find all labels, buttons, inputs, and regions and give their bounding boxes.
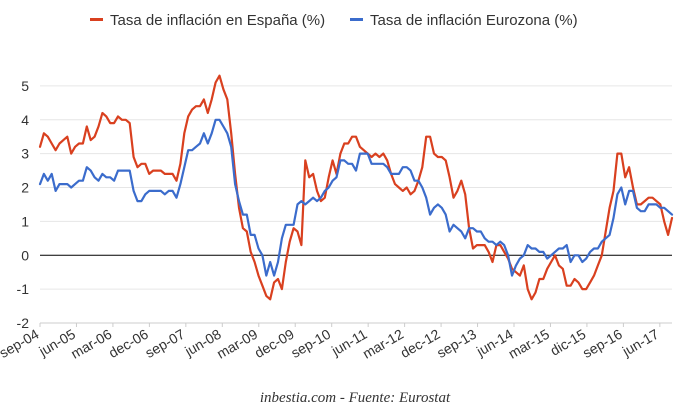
x-tick-label: mar-12	[360, 326, 407, 362]
y-tick-label: 1	[21, 213, 29, 229]
x-tick-label: dec-06	[106, 326, 151, 361]
series-layer	[38, 74, 674, 301]
legend-swatch-spain	[90, 18, 103, 21]
x-tick-label: jun-17	[619, 326, 662, 360]
x-tick-label: sep-13	[434, 326, 479, 361]
x-tick-label: dic-15	[547, 326, 588, 359]
x-tick-label: dec-09	[252, 326, 297, 361]
x-axis: sep-04jun-05mar-06dec-06sep-07jun-08mar-…	[0, 322, 672, 362]
legend-label-spain: Tasa de inflación en España (%)	[110, 12, 325, 29]
y-tick-label: 3	[21, 146, 29, 162]
y-axis: -2 -1 0 1 2 3 4 5	[17, 78, 30, 331]
legend-label-eurozone: Tasa de inflación Eurozona (%)	[370, 12, 578, 29]
y-tick-label: 0	[21, 247, 29, 263]
x-tick-label: sep-10	[288, 326, 333, 361]
x-tick-label: sep-16	[580, 326, 625, 361]
y-tick-label: 5	[21, 78, 29, 94]
legend-item-spain[interactable]: Tasa de inflación en España (%)	[90, 12, 325, 29]
y-tick-label: -2	[17, 315, 30, 331]
x-tick-label: sep-07	[142, 326, 187, 361]
grid	[40, 85, 672, 324]
legend-item-eurozone[interactable]: Tasa de inflación Eurozona (%)	[350, 12, 578, 29]
y-tick-label: 2	[21, 180, 29, 196]
series-line-eurozone	[38, 118, 674, 277]
series-line-spain	[38, 74, 674, 301]
y-tick-label: 4	[21, 112, 29, 128]
x-tick-label: mar-15	[506, 326, 553, 362]
legend-swatch-eurozone	[350, 18, 363, 21]
y-tick-label: -1	[17, 281, 30, 297]
source-caption: inbestia.com - Fuente: Eurostat	[260, 390, 451, 406]
x-tick-label: mar-06	[68, 326, 115, 362]
x-tick-label: dec-12	[398, 326, 443, 361]
legend: Tasa de inflación en España (%) Tasa de …	[90, 12, 578, 29]
x-tick-label: mar-09	[214, 326, 261, 362]
